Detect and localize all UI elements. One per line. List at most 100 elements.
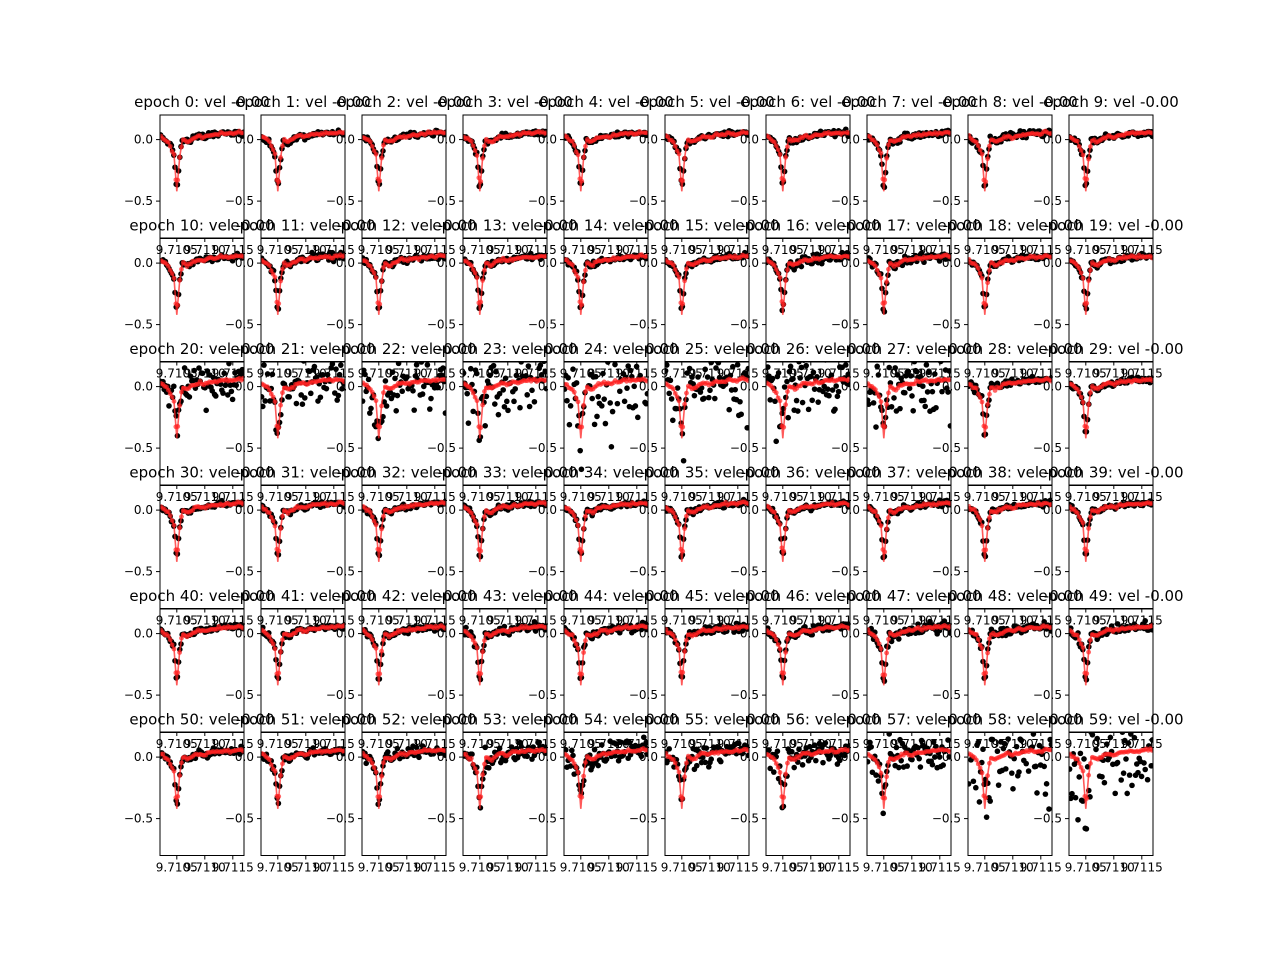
data-point xyxy=(203,407,209,414)
data-point xyxy=(311,363,318,370)
model-point xyxy=(469,138,474,144)
plot-area xyxy=(564,252,648,315)
data-point xyxy=(464,390,471,397)
model-point xyxy=(169,394,175,400)
x-tick-label: 9.7105 xyxy=(863,614,905,628)
plot-area xyxy=(261,249,345,315)
model-point xyxy=(368,509,373,515)
model-point xyxy=(671,139,676,145)
data-point xyxy=(607,400,613,406)
subplot-title: epoch 26: vel -0.00 xyxy=(735,340,880,358)
y-tick-label: 0.0 xyxy=(942,133,961,147)
model-point xyxy=(278,526,283,531)
y-tick-label: −0.5 xyxy=(528,194,557,208)
model-point xyxy=(676,522,682,528)
model-point xyxy=(381,142,386,148)
data-point xyxy=(602,420,609,427)
model-point xyxy=(674,394,680,400)
data-point xyxy=(570,366,576,373)
data-point xyxy=(367,410,373,416)
model-point xyxy=(581,402,586,408)
model-point xyxy=(1076,389,1082,395)
data-point xyxy=(809,397,815,404)
model-point xyxy=(745,130,749,136)
model-point xyxy=(987,391,992,397)
subplot-title: epoch 14: vel -0.00 xyxy=(533,217,678,235)
data-point xyxy=(810,369,817,376)
subplot-title: epoch 29: vel -0.00 xyxy=(1038,340,1183,358)
data-point xyxy=(926,369,932,376)
plot-area xyxy=(665,249,749,315)
x-tick-label: 9.7110 xyxy=(386,243,428,257)
y-tick-label: −0.5 xyxy=(932,194,961,208)
data-point xyxy=(513,372,520,379)
model-point xyxy=(379,526,384,532)
data-point xyxy=(293,400,300,407)
data-point xyxy=(541,362,547,365)
model-point xyxy=(682,401,687,407)
model-point xyxy=(371,393,377,399)
data-point xyxy=(805,406,812,413)
model-point xyxy=(272,399,278,404)
data-point xyxy=(389,369,396,375)
model-point xyxy=(676,151,682,157)
model-point xyxy=(543,130,547,136)
data-point xyxy=(368,405,374,412)
model-point xyxy=(166,387,171,393)
data-point xyxy=(334,397,341,403)
model-line xyxy=(463,501,547,562)
data-point xyxy=(614,400,621,407)
data-point xyxy=(911,362,918,365)
plot-area xyxy=(564,498,648,562)
data-point xyxy=(947,423,951,429)
data-point xyxy=(502,375,509,382)
data-point xyxy=(784,378,790,385)
model-point xyxy=(882,424,888,430)
model-line xyxy=(463,131,547,192)
model-point xyxy=(1088,144,1093,149)
x-tick-label: 9.7105 xyxy=(156,243,198,257)
model-point xyxy=(676,398,682,404)
data-point xyxy=(619,333,625,339)
model-point xyxy=(280,143,285,149)
model-line xyxy=(564,254,648,315)
plot-area xyxy=(362,252,446,315)
model-point xyxy=(377,547,383,553)
model-point xyxy=(478,425,484,431)
data-point xyxy=(621,398,628,405)
data-point xyxy=(665,362,670,368)
model-point xyxy=(472,270,478,276)
model-point xyxy=(873,263,878,269)
model-point xyxy=(985,402,990,407)
data-point xyxy=(483,393,490,400)
y-tick-label: −0.5 xyxy=(528,441,557,455)
model-point xyxy=(369,389,375,395)
model-point xyxy=(579,178,585,184)
x-tick-label: 9.7105 xyxy=(762,614,804,628)
data-point xyxy=(573,380,580,386)
model-point xyxy=(783,278,788,283)
model-point xyxy=(785,513,790,519)
model-point xyxy=(482,143,487,149)
x-tick-label: 9.7110 xyxy=(1093,243,1135,257)
data-point xyxy=(365,376,372,383)
data-point xyxy=(665,367,669,374)
data-point xyxy=(832,406,838,413)
y-tick-label: 0.0 xyxy=(134,256,153,270)
x-tick-label: 9.7110 xyxy=(588,490,630,504)
model-point xyxy=(672,514,678,520)
data-point xyxy=(737,398,743,405)
model-point xyxy=(783,154,788,160)
data-point xyxy=(511,398,517,405)
subplot-title: epoch 31: vel -0.00 xyxy=(230,464,375,482)
data-point xyxy=(609,408,616,415)
plot-area xyxy=(766,362,850,445)
y-tick-label: 0.0 xyxy=(336,133,355,147)
data-point xyxy=(187,373,194,379)
subplot-title: epoch 19: vel -0.00 xyxy=(1038,217,1183,235)
